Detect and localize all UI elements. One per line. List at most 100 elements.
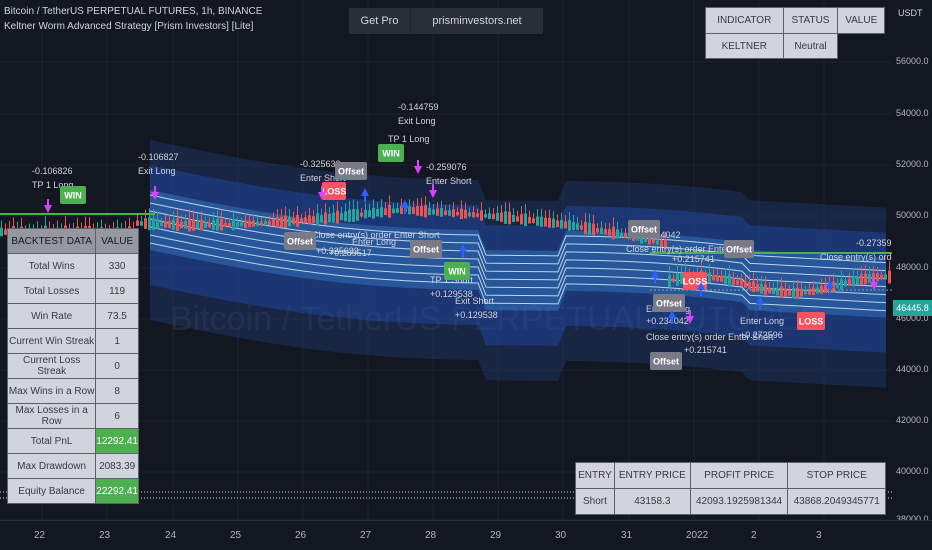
- long-arrow: [668, 310, 676, 318]
- candle-body: [832, 281, 835, 292]
- candle-body: [312, 216, 315, 223]
- backtest-row: Max Wins in a Row 8: [6, 378, 139, 404]
- candle-body: [848, 279, 851, 286]
- promo-bar: Get Pro prisminvestors.net: [349, 8, 543, 34]
- price-chart[interactable]: Bitcoin / TetherUS PERPETUAL FUTURES -0.1…: [0, 0, 932, 521]
- indicator-status: Neutral: [782, 33, 839, 59]
- backtest-metric: Current Loss Streak: [6, 353, 97, 379]
- price-axis[interactable]: 56000.0 54000.0 52000.0 50000.0 48000.0 46000…: [892, 0, 932, 524]
- offset-badge-text: Offset: [656, 299, 682, 309]
- chart-area[interactable]: Bitcoin / TetherUS PERPETUAL FUTURES -0.1…: [0, 0, 932, 521]
- entry-price-header: ENTRY PRICE: [613, 462, 691, 489]
- trade-annotation-label: +0.215741: [672, 254, 715, 264]
- candle-body: [736, 280, 739, 285]
- symbol-title[interactable]: Bitcoin / TetherUS PERPETUAL FUTURES, 1h…: [4, 6, 263, 17]
- candle-body: [588, 222, 591, 235]
- time-tick-label: 25: [230, 530, 242, 541]
- trade-annotation-label: -0.273596: [856, 238, 892, 248]
- candle-body: [640, 234, 643, 244]
- candle-body: [784, 288, 787, 297]
- trade-annotation-label: -0.325632: [300, 159, 341, 169]
- time-axis[interactable]: 22 23 24 25 26 27 28 29 30 31 2022 2 3: [0, 520, 932, 550]
- indicator-header: INDICATOR: [705, 7, 784, 34]
- short-arrow: [151, 192, 159, 200]
- candle-body: [864, 273, 867, 285]
- candle-body: [764, 284, 767, 295]
- time-tick-label: 22: [34, 530, 46, 541]
- status-header: STATUS: [782, 7, 839, 34]
- backtest-metric: Max Drawdown: [6, 453, 97, 479]
- candle-body: [0, 227, 3, 237]
- backtest-value: 0: [95, 353, 139, 379]
- candle-body: [672, 278, 675, 282]
- get-pro-button[interactable]: Get Pro: [349, 8, 411, 34]
- time-tick-label: 2022: [686, 530, 709, 541]
- candle-body: [284, 215, 287, 228]
- trade-annotation-label: +0.273596: [740, 330, 783, 340]
- candle-body: [332, 212, 335, 223]
- candle-body: [512, 214, 515, 222]
- candle-body: [876, 273, 879, 282]
- backtest-metric: Current Win Streak: [6, 328, 97, 354]
- candle-body: [504, 211, 507, 224]
- loss-badge-bg: [797, 312, 825, 330]
- candle-body: [664, 239, 667, 250]
- win-badge-bg: [378, 144, 404, 162]
- currency-label[interactable]: USDT: [898, 8, 923, 18]
- short-arrow: [44, 205, 52, 213]
- candle-body: [368, 210, 371, 218]
- candle-body: [320, 215, 323, 223]
- keltner-line: [149, 210, 887, 280]
- backtest-metric: Win Rate: [6, 303, 97, 329]
- trade-annotation-label: Enter Long: [740, 316, 784, 326]
- candle-body: [592, 223, 595, 236]
- offset-badge-bg: [650, 352, 682, 370]
- offset-badge-text: Offset: [287, 237, 313, 247]
- offset-badge-text: Offset: [413, 245, 439, 255]
- candle-body: [860, 274, 863, 286]
- offset-badge-bg: [335, 162, 367, 180]
- keltner-line: [149, 202, 887, 272]
- backtest-row: Win Rate 73.5: [6, 303, 139, 329]
- indicator-title[interactable]: Keltner Worm Advanced Strategy [Prism In…: [4, 21, 254, 32]
- candle-body: [880, 275, 883, 280]
- backtest-value: 12292.41: [95, 428, 139, 454]
- candle-body: [548, 217, 551, 228]
- time-tick-label: 26: [295, 530, 307, 541]
- candle-body: [564, 221, 567, 229]
- candle-body: [768, 287, 771, 294]
- trade-annotation-label: Close entry(s) order Enter Short: [646, 332, 774, 342]
- candle-body: [644, 237, 647, 242]
- win-badge-text: WIN: [448, 267, 466, 277]
- offset-badge-text: Offset: [726, 245, 752, 255]
- price-tick-label: 38000.0: [896, 514, 929, 524]
- candle-body: [324, 212, 327, 225]
- candle-body: [808, 288, 811, 295]
- backtest-value-header: VALUE: [95, 228, 139, 254]
- candle-body: [348, 209, 351, 222]
- candle-body: [180, 221, 183, 229]
- price-tick-label: 44000.0: [896, 364, 929, 374]
- entry-table: ENTRY ENTRY PRICE PROFIT PRICE STOP PRIC…: [575, 462, 886, 515]
- website-link[interactable]: prisminvestors.net: [432, 15, 522, 27]
- candle-body: [428, 208, 431, 216]
- candle-body: [172, 219, 175, 230]
- trade-annotation-label: +0.234042: [646, 316, 689, 326]
- candle-body: [340, 213, 343, 221]
- candle-body: [276, 217, 279, 228]
- candle-body: [468, 212, 471, 217]
- price-tick-label: 42000.0: [896, 415, 929, 425]
- candle-body: [756, 283, 759, 292]
- candle-body: [568, 220, 571, 231]
- candle-body: [760, 283, 763, 294]
- candle-body: [656, 240, 659, 245]
- candle-body: [344, 211, 347, 222]
- long-arrow: [651, 270, 659, 278]
- trade-annotation-label: +0.289517: [329, 248, 372, 258]
- candle-body: [212, 219, 215, 230]
- keltner-line: [149, 226, 887, 296]
- candle-body: [476, 213, 479, 217]
- candle-body: [604, 228, 607, 235]
- candle-body: [372, 207, 375, 219]
- price-tick-label: 46000.0: [896, 313, 929, 323]
